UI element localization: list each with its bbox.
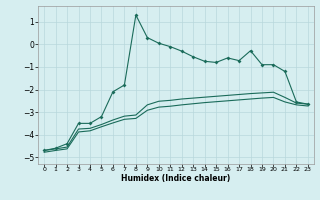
X-axis label: Humidex (Indice chaleur): Humidex (Indice chaleur) <box>121 174 231 183</box>
